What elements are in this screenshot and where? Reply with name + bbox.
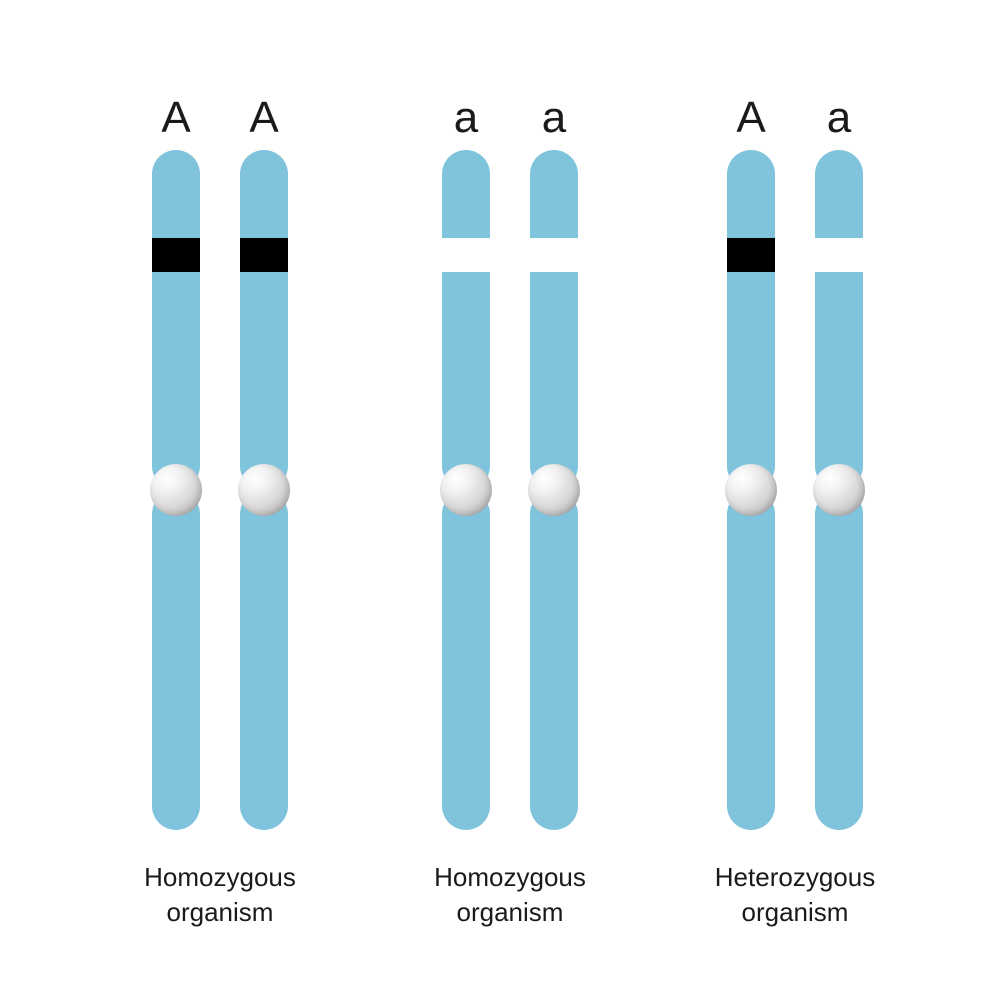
allele-band (530, 238, 578, 272)
chromosome-arm-bottom (815, 490, 863, 830)
allele-band (727, 238, 775, 272)
allele-label: a (530, 96, 578, 140)
chromosome-arm-top (240, 150, 288, 490)
allele-band (815, 238, 863, 272)
centromere-icon (440, 464, 492, 516)
chromosome-arm-top (530, 150, 578, 490)
chromosome-arm-top (815, 150, 863, 490)
chromosome-pair (152, 150, 288, 830)
chromosome (530, 150, 578, 830)
chromosome (727, 150, 775, 830)
centromere-icon (813, 464, 865, 516)
chromosome-arm-top (152, 150, 200, 490)
chromosome-arm-bottom (442, 490, 490, 830)
allele-label: a (442, 96, 490, 140)
chromosome (442, 150, 490, 830)
caption-line: Homozygous (434, 862, 586, 892)
allele-label: a (815, 96, 863, 140)
group-caption: Homozygous organism (434, 860, 586, 930)
allele-label: A (727, 96, 775, 140)
caption-line: organism (742, 897, 849, 927)
caption-line: organism (167, 897, 274, 927)
allele-band (152, 238, 200, 272)
chromosome-pair (727, 150, 863, 830)
allele-band (442, 238, 490, 272)
caption-line: Heterozygous (715, 862, 875, 892)
chromosome-group-2: a a Homozygous organism (380, 80, 640, 930)
caption-line: organism (457, 897, 564, 927)
centromere-icon (725, 464, 777, 516)
chromosome-pair (442, 150, 578, 830)
chromosome-arm-bottom (727, 490, 775, 830)
centromere-icon (528, 464, 580, 516)
chromosome-arm-top (727, 150, 775, 490)
chromosome (815, 150, 863, 830)
diagram-canvas: A A Homozygous organism a a (0, 0, 1000, 1000)
allele-band (240, 238, 288, 272)
allele-labels: a a (442, 80, 578, 140)
centromere-icon (238, 464, 290, 516)
chromosome-arm-bottom (240, 490, 288, 830)
chromosome (240, 150, 288, 830)
chromosome-group-1: A A Homozygous organism (90, 80, 350, 930)
group-caption: Homozygous organism (144, 860, 296, 930)
group-caption: Heterozygous organism (715, 860, 875, 930)
centromere-icon (150, 464, 202, 516)
allele-label: A (240, 96, 288, 140)
chromosome (152, 150, 200, 830)
allele-label: A (152, 96, 200, 140)
chromosome-group-3: A a Heterozygous organism (665, 80, 925, 930)
allele-labels: A A (152, 80, 288, 140)
caption-line: Homozygous (144, 862, 296, 892)
chromosome-arm-bottom (530, 490, 578, 830)
chromosome-arm-bottom (152, 490, 200, 830)
allele-labels: A a (727, 80, 863, 140)
chromosome-arm-top (442, 150, 490, 490)
